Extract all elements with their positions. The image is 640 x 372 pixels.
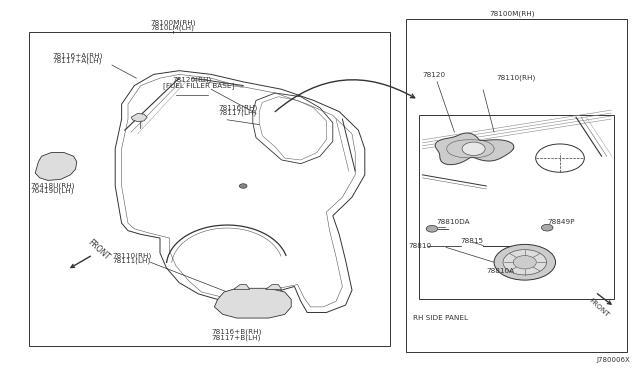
Text: 78117(LH): 78117(LH) — [219, 110, 257, 116]
Text: 78120(RH): 78120(RH) — [173, 77, 212, 83]
Text: J780006X: J780006X — [596, 357, 630, 363]
FancyArrowPatch shape — [275, 80, 415, 112]
Text: 78120: 78120 — [422, 72, 445, 78]
Text: 78116(RH): 78116(RH) — [219, 105, 258, 111]
Text: 78110(RH): 78110(RH) — [112, 253, 151, 259]
Text: 78100M(RH): 78100M(RH) — [150, 19, 196, 26]
Polygon shape — [214, 288, 291, 318]
Circle shape — [494, 244, 556, 280]
Text: FRONT: FRONT — [86, 238, 112, 262]
Circle shape — [426, 225, 438, 232]
Text: 78810DA: 78810DA — [436, 219, 470, 225]
Circle shape — [513, 256, 536, 269]
Text: 76419U(LH): 76419U(LH) — [30, 188, 74, 195]
Text: 7810LM(LH): 7810LM(LH) — [151, 24, 195, 31]
Bar — [29, 32, 390, 346]
Text: 78116+A(RH): 78116+A(RH) — [52, 52, 103, 59]
Text: 76418U(RH): 76418U(RH) — [30, 183, 75, 189]
Text: RH SIDE PANEL: RH SIDE PANEL — [413, 315, 468, 321]
Text: 78810: 78810 — [408, 243, 431, 249]
Text: 78111(LH): 78111(LH) — [112, 258, 150, 264]
Text: [FUEL FILLER BASE]: [FUEL FILLER BASE] — [163, 82, 234, 89]
Text: 78117+B(LH): 78117+B(LH) — [211, 334, 260, 341]
Text: 78810A: 78810A — [486, 268, 515, 274]
Bar — [419, 115, 614, 299]
Polygon shape — [131, 113, 147, 122]
Circle shape — [541, 224, 553, 231]
Circle shape — [239, 184, 247, 188]
Text: 78117+A(LH): 78117+A(LH) — [52, 58, 102, 64]
Text: 78116+B(RH): 78116+B(RH) — [211, 329, 262, 336]
Text: 78815: 78815 — [461, 238, 484, 244]
Circle shape — [462, 142, 485, 155]
Polygon shape — [266, 285, 282, 289]
Text: 78100M(RH): 78100M(RH) — [489, 10, 535, 17]
Text: FRONT: FRONT — [588, 298, 609, 318]
Circle shape — [503, 250, 547, 275]
Text: 78849P: 78849P — [547, 219, 575, 225]
Text: 78110(RH): 78110(RH) — [496, 75, 535, 81]
Polygon shape — [234, 285, 250, 289]
Polygon shape — [35, 153, 77, 180]
Polygon shape — [435, 133, 514, 165]
Bar — [406, 19, 627, 352]
